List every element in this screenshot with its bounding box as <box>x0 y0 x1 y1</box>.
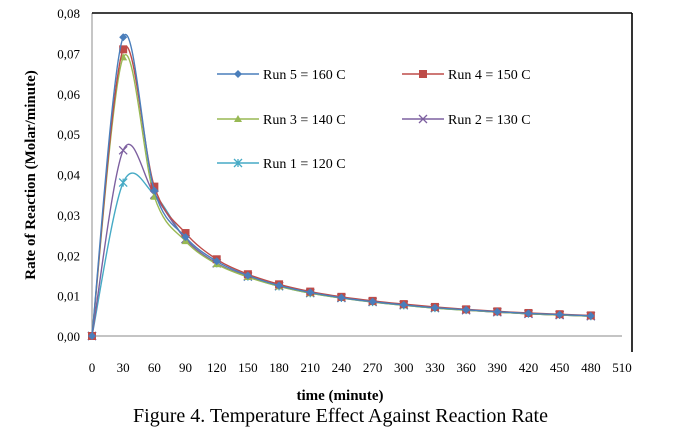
data-point <box>337 293 346 302</box>
data-point <box>243 271 252 280</box>
data-point <box>88 332 96 340</box>
y-tick-label: 0,08 <box>57 6 80 21</box>
legend-label: Run 2 = 130 C <box>448 113 531 128</box>
x-tick-label: 60 <box>148 360 161 375</box>
y-tick-label: 0,05 <box>57 127 80 142</box>
x-tick-label: 240 <box>332 360 352 375</box>
x-tick-label: 30 <box>117 360 130 375</box>
x-tick-label: 480 <box>581 360 601 375</box>
x-tick-label: 390 <box>488 360 508 375</box>
series-line <box>91 45 591 337</box>
plot-frame <box>91 12 633 352</box>
data-point <box>150 186 159 195</box>
legend-item: Run 3 = 140 C <box>217 113 346 128</box>
figure-caption: Figure 4. Temperature Effect Against Rea… <box>133 405 548 427</box>
y-tick-label: 0,03 <box>57 208 80 223</box>
legend-marker <box>233 158 243 168</box>
data-point <box>275 281 284 290</box>
x-tick-label: 270 <box>363 360 383 375</box>
data-point <box>118 145 128 155</box>
series-line <box>91 172 591 337</box>
legend-marker <box>418 114 428 124</box>
data-point <box>306 288 315 297</box>
series-layer <box>87 33 596 341</box>
legend-marker <box>234 115 242 122</box>
y-tick-label: 0,02 <box>57 248 80 263</box>
data-point <box>586 311 595 320</box>
data-point <box>181 229 190 238</box>
y-tick-label: 0,01 <box>57 289 80 304</box>
legend-item: Run 4 = 150 C <box>402 68 531 83</box>
y-axis-title: Rate of Reaction (Molar/minute) <box>23 70 39 280</box>
data-point <box>524 309 533 318</box>
series-run-1 <box>87 172 596 341</box>
x-axis-title: time (minute) <box>296 388 383 404</box>
x-tick-label: 180 <box>269 360 289 375</box>
series-run-5 <box>88 33 595 340</box>
data-point <box>150 182 159 191</box>
x-tick-label: 210 <box>300 360 320 375</box>
data-point <box>119 45 128 54</box>
y-tick-label: 0,00 <box>57 329 80 344</box>
y-tick-label: 0,07 <box>57 46 80 61</box>
data-point <box>118 178 128 188</box>
data-point <box>493 307 502 316</box>
legend-item: Run 2 = 130 C <box>402 113 531 128</box>
x-tick-label: 330 <box>425 360 445 375</box>
data-point <box>399 300 408 309</box>
data-point <box>119 33 128 42</box>
legend-label: Run 1 = 120 C <box>263 157 346 172</box>
legend-item: Run 1 = 120 C <box>217 157 346 172</box>
legend-marker <box>419 70 427 78</box>
x-tick-label: 300 <box>394 360 414 375</box>
x-tick-label: 0 <box>89 360 96 375</box>
x-tick-label: 510 <box>612 360 632 375</box>
data-point <box>181 233 190 242</box>
x-tick-label: 450 <box>550 360 570 375</box>
legend-item: Run 5 = 160 C <box>217 68 346 83</box>
data-point <box>212 257 221 266</box>
series-line <box>91 143 591 337</box>
data-point <box>368 297 377 306</box>
x-tick-label: 420 <box>519 360 539 375</box>
x-tick-label: 90 <box>179 360 192 375</box>
series-run-2 <box>87 143 596 341</box>
data-point <box>430 303 439 312</box>
x-tick-label: 360 <box>456 360 476 375</box>
data-point <box>462 305 471 314</box>
legend-label: Run 3 = 140 C <box>263 113 346 128</box>
legend-label: Run 5 = 160 C <box>263 68 346 83</box>
x-tick-label: 150 <box>238 360 258 375</box>
x-tick-label: 120 <box>207 360 227 375</box>
y-tick-label: 0,04 <box>57 168 80 183</box>
y-tick-label: 0,06 <box>57 87 80 102</box>
legend-label: Run 4 = 150 C <box>448 68 531 83</box>
legend: Run 5 = 160 C Run 4 = 150 C Run 3 = 140 C R… <box>217 68 531 172</box>
y-axis-ticks: 0,00 0,01 0,02 0,03 0,04 0,05 0,06 0,07 0,08 <box>57 6 80 344</box>
legend-marker <box>234 70 242 78</box>
data-point <box>555 310 564 319</box>
x-axis-ticks: 0 30 60 90 120 150 180 210 240 270 300 330 360 390 420… <box>89 360 632 375</box>
